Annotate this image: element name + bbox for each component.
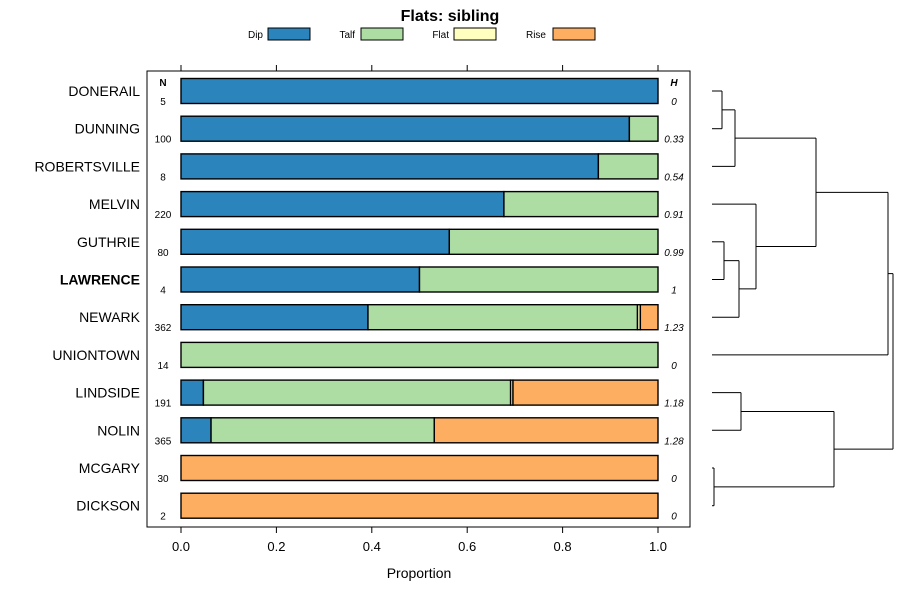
h-column-header: H	[670, 78, 678, 89]
h-value: 0	[671, 361, 677, 372]
bar-segment-rise	[180, 492, 659, 519]
category-label: UNIONTOWN	[52, 347, 140, 363]
bar-row-uniontown: UNIONTOWN 14 0	[52, 341, 677, 372]
n-value: 80	[157, 248, 169, 259]
bar-segment-dip	[180, 115, 631, 142]
bar-segment-talf	[210, 417, 435, 444]
bar-row-dickson: DICKSON 2 0	[76, 492, 677, 523]
x-tick-label: 0.0	[172, 539, 190, 554]
h-value: 1	[671, 286, 677, 297]
bar-segment-dip	[180, 304, 369, 331]
legend-label-dip: Dip	[248, 30, 263, 41]
bar-segment-talf	[418, 266, 659, 293]
legend-label-flat: Flat	[432, 30, 449, 41]
bar-segment-talf	[448, 228, 659, 256]
n-value: 100	[155, 135, 172, 146]
bar-row-robertsville: ROBERTSVILLE 8 0.54	[34, 153, 684, 183]
bar-row-mcgary: MCGARY 30 0	[79, 454, 677, 485]
n-value: 220	[155, 210, 172, 221]
legend: Dip Talf Flat Rise	[248, 27, 596, 41]
h-value: 0	[671, 474, 677, 485]
x-tick-label: 0.2	[267, 539, 285, 554]
legend-swatch-rise	[552, 27, 596, 41]
bar-row-lindside: LINDSIDE 191 1.18	[75, 379, 684, 410]
dendrogram	[712, 90, 894, 507]
h-value: 0.54	[664, 172, 684, 183]
bar-segment-dip	[180, 417, 212, 444]
n-value: 8	[160, 172, 166, 183]
bar-segment-rise	[180, 454, 659, 482]
bar-segment-talf	[367, 304, 639, 331]
category-label: MCGARY	[79, 460, 141, 476]
category-label: LAWRENCE	[60, 272, 140, 288]
category-label: GUTHRIE	[77, 234, 140, 250]
n-value: 2	[160, 512, 166, 523]
legend-label-rise: Rise	[526, 30, 546, 41]
n-value: 362	[155, 323, 172, 334]
n-value: 5	[160, 97, 166, 108]
category-label: DUNNING	[75, 121, 140, 137]
chart-title: Flats: sibling	[401, 8, 500, 25]
bar-segment-dip	[180, 77, 659, 105]
x-tick-label: 0.8	[554, 539, 572, 554]
bar-segment-talf	[503, 190, 659, 218]
bar-segment-talf	[202, 379, 512, 406]
bar-segment-rise	[433, 417, 659, 444]
x-axis-label: Proportion	[387, 565, 452, 581]
n-column-header: N	[159, 78, 166, 89]
n-value: 365	[155, 436, 172, 447]
h-value: 1.18	[664, 399, 684, 410]
category-label: MELVIN	[89, 196, 140, 212]
category-label: DONERAIL	[68, 83, 140, 99]
h-value: 0	[671, 512, 677, 523]
bar-segment-dip	[180, 190, 505, 218]
legend-swatch-talf	[360, 27, 404, 41]
legend-swatch-dip	[267, 27, 311, 41]
bar-segment-talf	[597, 153, 659, 180]
legend-label-talf: Talf	[339, 30, 355, 41]
h-value: 1.23	[664, 323, 684, 334]
bar-row-guthrie: GUTHRIE 80 0.99	[77, 228, 684, 259]
bar-segment-dip	[180, 153, 600, 180]
n-value: 191	[155, 399, 172, 410]
category-label: DICKSON	[76, 498, 140, 514]
n-value: 30	[157, 474, 169, 485]
legend-swatch-flat	[453, 27, 497, 41]
category-label: NEWARK	[79, 309, 141, 325]
plot-frame	[146, 70, 691, 528]
bar-segment-dip	[180, 379, 205, 406]
h-value: 1.28	[664, 436, 684, 447]
bar-row-lawrence: LAWRENCE 4 1	[60, 266, 677, 297]
category-label: ROBERTSVILLE	[34, 158, 140, 174]
bar-segment-rise	[512, 379, 659, 406]
bar-segment-dip	[180, 266, 421, 293]
x-axis: 0.0 0.2 0.4 0.6 0.8 1.0	[172, 65, 667, 554]
h-value: 0.91	[664, 210, 683, 221]
x-tick-label: 1.0	[649, 539, 667, 554]
bar-row-donerail: DONERAIL 5 0	[68, 77, 677, 108]
bar-segment-dip	[180, 228, 451, 256]
category-label: LINDSIDE	[75, 385, 140, 401]
bar-row-dunning: DUNNING 100 0.33	[75, 115, 684, 146]
bar-row-nolin: NOLIN 365 1.28	[97, 417, 684, 447]
bar-row-melvin: MELVIN 220 0.91	[89, 190, 684, 221]
category-label: NOLIN	[97, 422, 140, 438]
n-value: 4	[160, 286, 166, 297]
x-tick-label: 0.6	[458, 539, 476, 554]
bar-segment-rise	[639, 304, 659, 331]
h-value: 0	[671, 97, 677, 108]
x-tick-label: 0.4	[363, 539, 381, 554]
h-value: 0.99	[664, 248, 684, 259]
h-value: 0.33	[664, 135, 684, 146]
bar-segment-talf	[628, 115, 659, 142]
bar-row-newark: NEWARK 362 1.23	[79, 304, 684, 334]
bar-segment-talf	[180, 341, 659, 369]
n-value: 14	[157, 361, 169, 372]
